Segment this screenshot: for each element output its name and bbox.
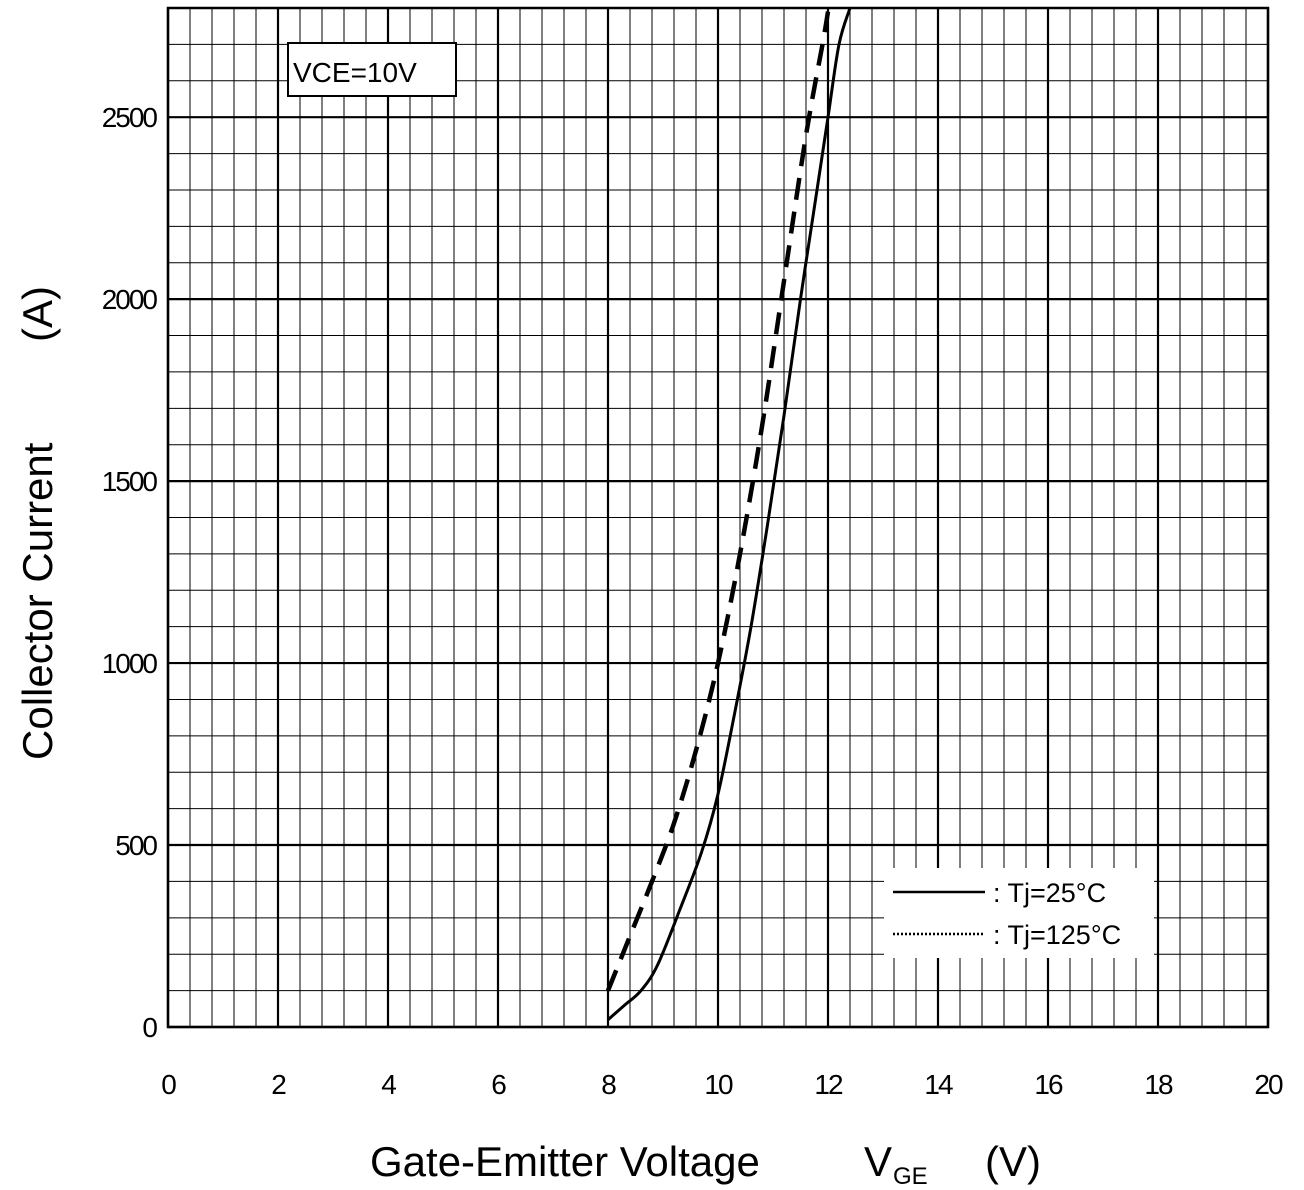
x-tick-label: 0 [161, 1069, 176, 1100]
annotation-text: VCE=10V [293, 57, 417, 88]
x-tick-label: 14 [924, 1069, 953, 1100]
series-group [605, 7, 852, 1021]
y-axis-label: Collector Current [14, 442, 61, 760]
x-tick-label: 18 [1144, 1069, 1173, 1100]
annotation-box [287, 42, 457, 97]
series-line-tj-25c [607, 7, 852, 1021]
x-tick-labels: 0 2 4 6 8 10 12 14 16 18 20 [161, 1069, 1285, 1100]
x-tick-label: 10 [704, 1069, 733, 1100]
x-tick-label: 6 [491, 1069, 506, 1100]
x-tick-label: 16 [1034, 1069, 1063, 1100]
x-axis-unit: (V) [985, 1138, 1041, 1185]
legend-box [884, 868, 1154, 958]
x-axis-title: Gate-Emitter Voltage V GE (V) [370, 1138, 1041, 1190]
y-tick-label: 500 [115, 830, 157, 861]
x-tick-label: 8 [601, 1069, 616, 1100]
x-tick-label: 12 [814, 1069, 843, 1100]
x-axis-label: Gate-Emitter Voltage [370, 1138, 760, 1185]
x-tick-label: 2 [271, 1069, 286, 1100]
y-tick-label: 1500 [102, 466, 158, 497]
x-tick-label: 20 [1254, 1069, 1283, 1100]
legend-label-25c: : Tj=25°C [993, 878, 1106, 908]
x-axis-symbol: V [864, 1138, 892, 1185]
y-tick-label: 1000 [102, 648, 158, 679]
y-axis-title: Collector Current (A) [14, 286, 61, 760]
series-line-tj-125c [605, 11, 831, 992]
legend: : Tj=25°C : Tj=125°C [884, 868, 1154, 958]
condition-annotation: VCE=10V [287, 42, 457, 97]
legend-label-125c: : Tj=125°C [993, 920, 1121, 950]
y-tick-label: 2500 [102, 102, 158, 133]
y-tick-label: 0 [142, 1012, 157, 1043]
x-axis-subscript: GE [893, 1163, 928, 1190]
plot-frame [166, 6, 1270, 1029]
y-axis-unit: (A) [14, 286, 61, 342]
y-tick-label: 2000 [102, 284, 158, 315]
x-tick-label: 4 [381, 1069, 396, 1100]
y-tick-labels: 0 500 1000 1500 2000 2500 [102, 102, 160, 1043]
